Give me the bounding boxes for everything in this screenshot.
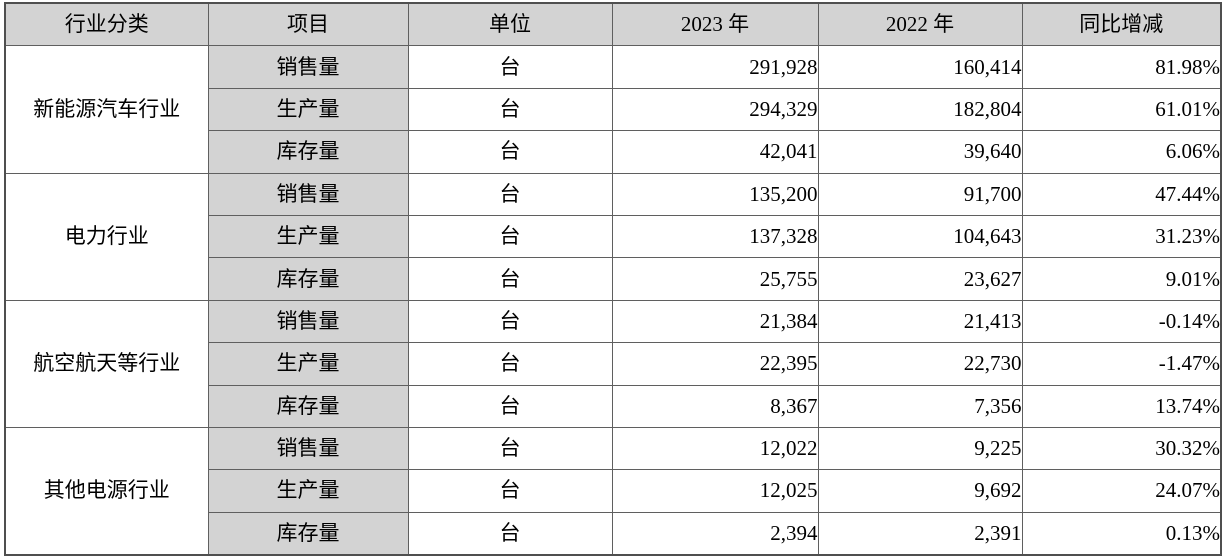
- industry-cell: 其他电源行业: [4, 426, 209, 556]
- unit-cell: 台: [407, 511, 613, 556]
- yoy-cell: 6.06%: [1021, 130, 1222, 174]
- yoy-cell: -0.14%: [1021, 299, 1222, 344]
- item-cell: 销售量: [207, 299, 409, 344]
- unit-cell: 台: [407, 172, 613, 216]
- value-2023-cell: 12,025: [611, 469, 819, 513]
- value-2023-cell: 2,394: [611, 511, 819, 556]
- document-page: 行业分类 项目 单位 2023 年 2022 年 同比增减 新能源汽车行业 销售…: [4, 2, 1222, 556]
- yoy-cell: -1.47%: [1021, 342, 1222, 386]
- item-cell: 生产量: [207, 214, 409, 259]
- item-cell: 生产量: [207, 469, 409, 513]
- value-2023-cell: 21,384: [611, 299, 819, 344]
- item-cell: 库存量: [207, 257, 409, 301]
- value-2023-cell: 294,329: [611, 87, 819, 132]
- yoy-cell: 13.74%: [1021, 384, 1222, 428]
- table-row: 其他电源行业 销售量 台 12,022 9,225 30.32%: [4, 426, 1222, 556]
- col-header-unit: 单位: [407, 2, 613, 47]
- col-header-yoy: 同比增减: [1021, 2, 1222, 47]
- item-cell: 销售量: [207, 426, 409, 471]
- unit-cell: 台: [407, 45, 613, 89]
- col-header-2022: 2022 年: [817, 2, 1023, 47]
- table-row: 新能源汽车行业 销售量 台 291,928 160,414 81.98%: [4, 45, 1222, 174]
- table-row: 库存量 台 25,755 23,627 9.01%: [5, 257, 1222, 301]
- value-2023-cell: 22,395: [611, 342, 819, 386]
- value-2022-cell: 2,391: [817, 511, 1023, 556]
- item-cell: 生产量: [207, 87, 409, 132]
- value-2022-cell: 22,730: [817, 342, 1023, 386]
- industry-cell: 电力行业: [4, 172, 209, 301]
- unit-cell: 台: [407, 87, 613, 132]
- item-cell: 库存量: [207, 384, 409, 428]
- industry-production-sales-table: 行业分类 项目 单位 2023 年 2022 年 同比增减 新能源汽车行业 销售…: [4, 2, 1222, 556]
- table-row: 航空航天等行业 销售量 台 21,384 21,413 -0.14%: [4, 299, 1222, 428]
- item-cell: 库存量: [207, 130, 409, 174]
- unit-cell: 台: [407, 257, 613, 301]
- yoy-cell: 81.98%: [1021, 45, 1222, 89]
- table-row: 生产量 台 12,025 9,692 24.07%: [5, 469, 1222, 513]
- value-2023-cell: 137,328: [611, 214, 819, 259]
- value-2022-cell: 160,414: [817, 45, 1023, 89]
- value-2023-cell: 8,367: [611, 384, 819, 428]
- item-cell: 销售量: [207, 45, 409, 89]
- unit-cell: 台: [407, 469, 613, 513]
- table-row: 电力行业 销售量 台 135,200 91,700 47.44%: [4, 172, 1222, 301]
- yoy-cell: 61.01%: [1021, 87, 1222, 132]
- unit-cell: 台: [407, 214, 613, 259]
- col-header-industry: 行业分类: [4, 2, 209, 47]
- col-header-2023: 2023 年: [611, 2, 819, 47]
- value-2023-cell: 25,755: [611, 257, 819, 301]
- value-2023-cell: 42,041: [611, 130, 819, 174]
- yoy-cell: 31.23%: [1021, 214, 1222, 259]
- value-2022-cell: 23,627: [817, 257, 1023, 301]
- table-row: 库存量 台 8,367 7,356 13.74%: [5, 384, 1222, 428]
- item-cell: 销售量: [207, 172, 409, 216]
- value-2022-cell: 9,692: [817, 469, 1023, 513]
- table-row: 生产量 台 294,329 182,804 61.01%: [5, 87, 1222, 132]
- unit-cell: 台: [407, 426, 613, 471]
- col-header-item: 项目: [207, 2, 409, 47]
- yoy-cell: 24.07%: [1021, 469, 1222, 513]
- yoy-cell: 0.13%: [1021, 511, 1222, 556]
- value-2023-cell: 12,022: [611, 426, 819, 471]
- value-2022-cell: 7,356: [817, 384, 1023, 428]
- item-cell: 生产量: [207, 342, 409, 386]
- value-2022-cell: 9,225: [817, 426, 1023, 471]
- value-2022-cell: 39,640: [817, 130, 1023, 174]
- item-cell: 库存量: [207, 511, 409, 556]
- table-row: 生产量 台 22,395 22,730 -1.47%: [5, 342, 1222, 386]
- unit-cell: 台: [407, 299, 613, 344]
- value-2023-cell: 135,200: [611, 172, 819, 216]
- unit-cell: 台: [407, 342, 613, 386]
- value-2022-cell: 21,413: [817, 299, 1023, 344]
- value-2023-cell: 291,928: [611, 45, 819, 89]
- yoy-cell: 30.32%: [1021, 426, 1222, 471]
- value-2022-cell: 91,700: [817, 172, 1023, 216]
- industry-cell: 航空航天等行业: [4, 299, 209, 428]
- unit-cell: 台: [407, 384, 613, 428]
- yoy-cell: 47.44%: [1021, 172, 1222, 216]
- yoy-cell: 9.01%: [1021, 257, 1222, 301]
- value-2022-cell: 104,643: [817, 214, 1023, 259]
- table-row: 库存量 台 42,041 39,640 6.06%: [5, 130, 1222, 174]
- header-row: 行业分类 项目 单位 2023 年 2022 年 同比增减: [4, 2, 1222, 47]
- industry-cell: 新能源汽车行业: [4, 45, 209, 174]
- table-row: 生产量 台 137,328 104,643 31.23%: [5, 214, 1222, 259]
- value-2022-cell: 182,804: [817, 87, 1023, 132]
- unit-cell: 台: [407, 130, 613, 174]
